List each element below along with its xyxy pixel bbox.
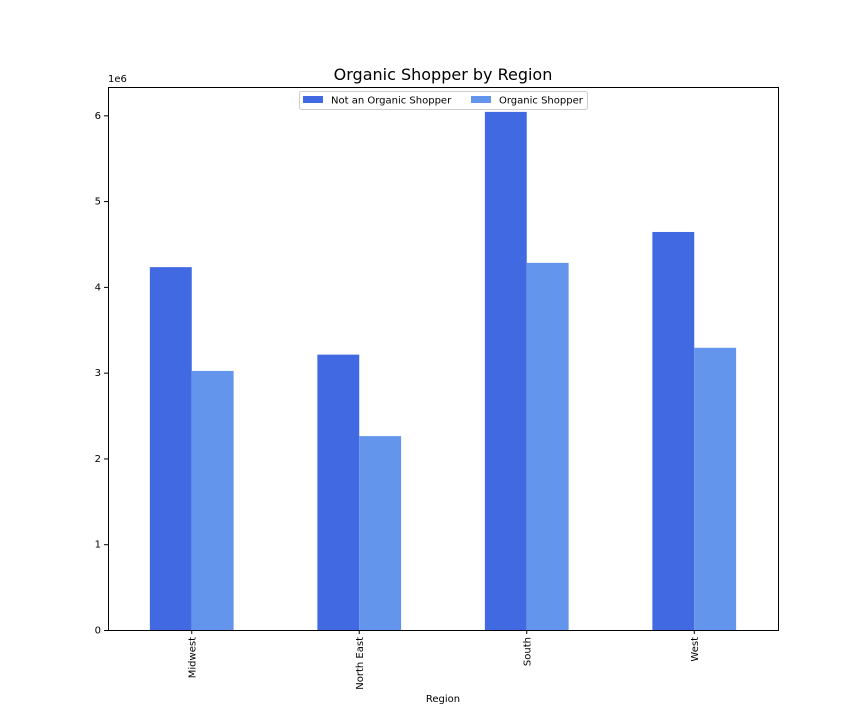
- legend-box: [299, 91, 588, 110]
- bars-group: [149, 111, 737, 631]
- legend-label: Organic Shopper: [499, 96, 584, 107]
- y-tick-label: 4: [95, 282, 101, 293]
- y-tick-label: 2: [95, 454, 101, 465]
- chart-title: Organic Shopper by Region: [334, 65, 553, 84]
- bar: [526, 262, 569, 630]
- y-tick-label: 6: [95, 111, 101, 122]
- bar: [191, 370, 234, 630]
- x-tick-label: West: [690, 637, 701, 662]
- y-tick-label: 0: [95, 626, 101, 637]
- bar: [359, 436, 402, 630]
- x-tick-label: Midwest: [187, 637, 198, 678]
- x-tick-label: North East: [355, 637, 366, 690]
- plot-area-frame: [108, 87, 779, 631]
- bar: [484, 111, 527, 631]
- legend: Not an Organic Shopper Organic Shopper: [299, 91, 588, 110]
- bar: [694, 347, 737, 630]
- legend-label: Not an Organic Shopper: [331, 96, 452, 107]
- y-tick-label: 5: [95, 197, 101, 208]
- bar: [149, 267, 192, 630]
- x-axis-title: Region: [426, 694, 460, 705]
- x-tick-label: South: [522, 637, 533, 666]
- legend-swatch: [471, 96, 491, 103]
- bar: [652, 231, 695, 630]
- legend-swatch: [303, 96, 323, 103]
- y-axis: 0 1 2 3 4 5 6: [95, 111, 108, 637]
- bar: [317, 354, 360, 630]
- y-tick-label: 1: [95, 540, 101, 551]
- y-tick-label: 3: [95, 368, 101, 379]
- y-axis-multiplier: 1e6: [108, 74, 127, 85]
